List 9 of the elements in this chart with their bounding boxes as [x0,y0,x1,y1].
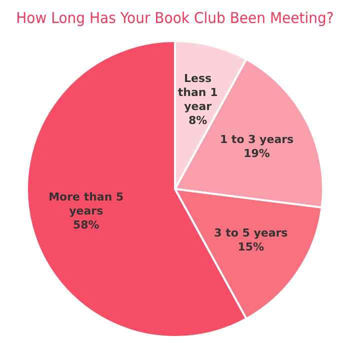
data-label: 8% [188,114,208,127]
slice-label: Less than 1 year [178,72,218,113]
slice-label: More than 5 years [48,190,124,218]
slice-label: 1 to 3 years [220,133,294,146]
slice-label: 3 to 5 years [214,226,288,240]
data-label: 58% [72,218,100,232]
data-label: 15% [238,240,264,254]
data-label: 19% [244,147,270,160]
chart-title: How Long Has Your Book Club Been Meeting? [16,10,334,28]
